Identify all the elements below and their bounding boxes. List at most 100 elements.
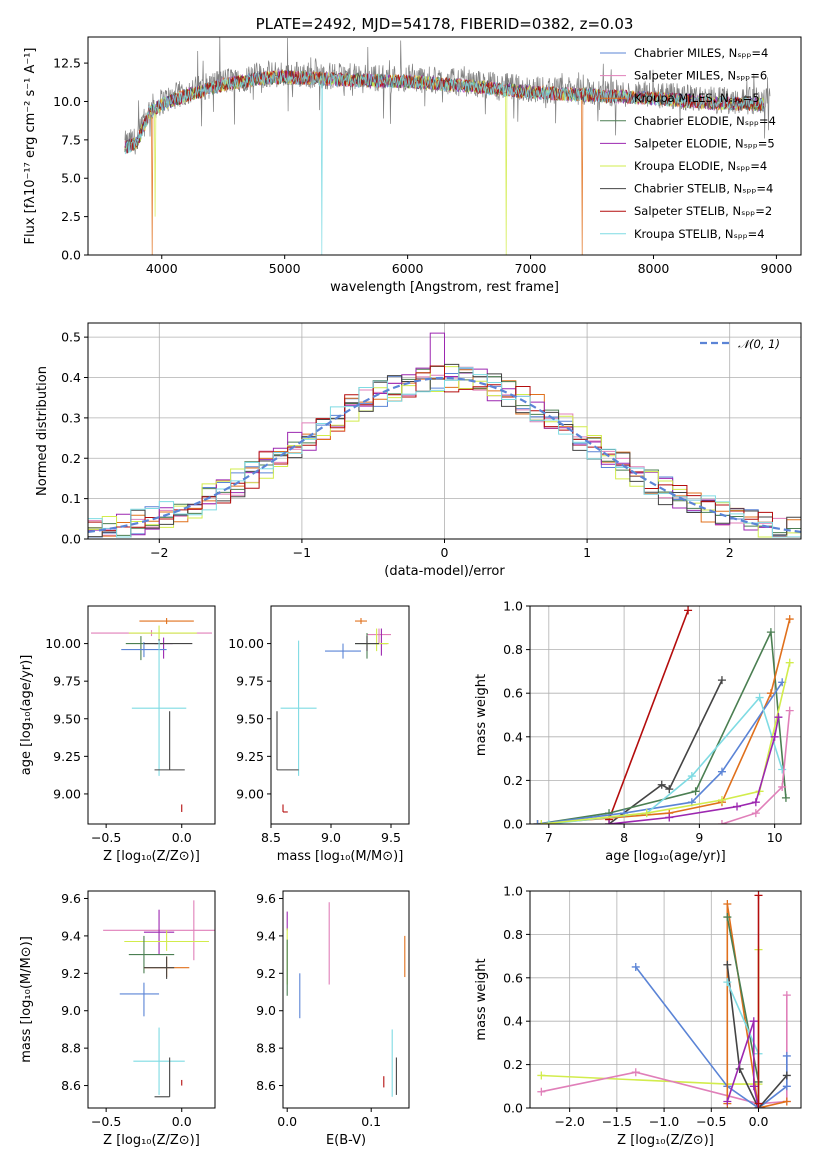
series-marker-7 bbox=[723, 1097, 732, 1106]
series-marker-3 bbox=[766, 689, 775, 698]
legend-label: Chabrier STELIB, Nₛₚₚ=4 bbox=[634, 182, 773, 196]
series-marker-3 bbox=[723, 900, 732, 909]
y-tick-label: 9.0 bbox=[61, 1003, 81, 1018]
x-tick-label: −1.0 bbox=[649, 1114, 679, 1129]
y-tick-label: 0.0 bbox=[61, 248, 81, 263]
plot-area bbox=[276, 618, 391, 813]
legend-label: Chabrier ELODIE, Nₛₚₚ=4 bbox=[634, 114, 776, 128]
errorbar-point-7 bbox=[131, 640, 187, 776]
y-tick-label: 7.5 bbox=[61, 132, 81, 147]
legend-label: Salpeter ELODIE, Nₛₚₚ=5 bbox=[634, 136, 775, 150]
x-tick-label: 4000 bbox=[146, 261, 178, 276]
errorbar-point-0 bbox=[103, 900, 215, 961]
x-tick-label: 8000 bbox=[638, 261, 670, 276]
series-marker-4 bbox=[717, 767, 726, 776]
y-tick-label: 0.4 bbox=[503, 1014, 523, 1029]
y-tick-label: 10.0 bbox=[53, 94, 81, 109]
y-tick-label: 0.2 bbox=[503, 773, 523, 788]
y-tick-label: 9.4 bbox=[61, 928, 81, 943]
panel-mass_vs_Z: −0.5 0.0 8.6 8.8 9.0 9.2 9.4 9.6 Z [log₁₀(Z/Z⊙)]… bbox=[19, 890, 216, 1148]
x-tick-label: 9000 bbox=[761, 261, 793, 276]
y-tick-label: 12.5 bbox=[53, 56, 81, 71]
x-axis-label: (data-model)/error bbox=[384, 564, 505, 579]
x-tick-label: 9.0 bbox=[321, 830, 341, 845]
y-tick-label: 0.3 bbox=[61, 410, 81, 425]
errorbar-point-8 bbox=[276, 711, 299, 771]
series-marker-7 bbox=[770, 732, 779, 741]
errorbar-point-3 bbox=[128, 935, 175, 974]
series-marker-8 bbox=[778, 782, 787, 791]
x-tick-label: 9 bbox=[695, 830, 703, 845]
errorbar-point-7 bbox=[280, 640, 317, 776]
series-marker-1 bbox=[631, 1068, 640, 1077]
y-tick-label: 0.4 bbox=[61, 370, 81, 385]
y-tick-label: 9.25 bbox=[53, 749, 81, 764]
errorbar-point-4 bbox=[364, 628, 389, 652]
series-line-6 bbox=[541, 662, 791, 824]
axes-frame bbox=[87, 36, 802, 256]
x-tick-label: −0.5 bbox=[91, 830, 121, 845]
x-tick-label: 0.0 bbox=[277, 1114, 297, 1129]
legend-label: Chabrier MILES, Nₛₚₚ=4 bbox=[634, 46, 768, 60]
y-tick-label: 0.2 bbox=[503, 1057, 523, 1072]
axes-frame bbox=[87, 322, 802, 540]
errorbar-point-1 bbox=[143, 909, 175, 955]
model-spectrum-8 bbox=[124, 70, 764, 255]
y-tick-label: 0.2 bbox=[61, 451, 81, 466]
series-line-8 bbox=[721, 710, 791, 824]
y-tick-label: 0.6 bbox=[503, 686, 523, 701]
errorbar-point-8 bbox=[154, 711, 185, 771]
series-marker-6 bbox=[642, 809, 651, 818]
x-tick-label: 7000 bbox=[515, 261, 547, 276]
series-marker-1 bbox=[537, 1087, 546, 1096]
series-marker-2 bbox=[781, 793, 790, 802]
series-marker-0 bbox=[684, 606, 693, 615]
y-tick-label: 9.75 bbox=[236, 674, 264, 689]
series-marker-5 bbox=[723, 960, 732, 969]
series-marker-8 bbox=[717, 820, 726, 824]
x-tick-label: 8.5 bbox=[261, 830, 281, 845]
model-spectrum-7 bbox=[124, 69, 764, 155]
series-marker-2 bbox=[691, 787, 700, 796]
series-line-1 bbox=[608, 679, 723, 824]
x-tick-label: 0.0 bbox=[172, 1114, 192, 1129]
series-line-0 bbox=[541, 949, 760, 1085]
series-marker-6 bbox=[717, 796, 726, 805]
y-tick-label: 0.5 bbox=[61, 330, 81, 345]
y-tick-label: 8.8 bbox=[256, 1041, 276, 1056]
series-marker-5 bbox=[544, 820, 553, 824]
y-tick-label: 9.50 bbox=[53, 711, 81, 726]
series-line-5 bbox=[726, 964, 788, 1108]
y-tick-label: 9.2 bbox=[256, 966, 276, 981]
series-marker-3 bbox=[785, 615, 794, 624]
panel-residuals: −2 −1 0 1 2 0.0 0.1 0.2 0.3 0.4 0.5 (data-model)/er… bbox=[35, 322, 802, 579]
errorbar-point-6 bbox=[143, 639, 193, 649]
series-line-5 bbox=[548, 695, 783, 824]
y-tick-label: 9.2 bbox=[61, 966, 81, 981]
x-axis-label: wavelength [Angstrom, rest frame] bbox=[330, 280, 559, 295]
panel-mass_vs_ebv: 0.0 0.1 8.6 8.8 9.0 9.2 9.4 9.6 E(B-V) bbox=[256, 890, 410, 1148]
series-marker-6 bbox=[723, 978, 732, 987]
y-axis-label: mass weight bbox=[474, 674, 489, 756]
x-axis-label: age [log₁₀(age/yr)] bbox=[605, 849, 726, 864]
series-marker-8 bbox=[751, 809, 760, 818]
y-tick-label: 8.6 bbox=[61, 1078, 81, 1093]
plot-area bbox=[533, 606, 794, 824]
y-tick-label: 0.0 bbox=[503, 817, 523, 832]
y-tick-label: 10.00 bbox=[228, 636, 264, 651]
series-marker-5 bbox=[687, 772, 696, 781]
x-tick-label: −2 bbox=[150, 545, 168, 560]
chart-panels: 4000 5000 6000 7000 8000 90000.02.55.07.510.0… bbox=[19, 15, 802, 1148]
axes-frame bbox=[529, 605, 802, 825]
axes-frame bbox=[282, 890, 410, 1109]
y-tick-label: 0.0 bbox=[61, 532, 81, 547]
y-axis-label: Normed distribution bbox=[35, 366, 50, 496]
x-tick-label: 9.5 bbox=[381, 830, 401, 845]
errorbar-point-1 bbox=[367, 628, 391, 644]
errorbar-point-5 bbox=[121, 642, 167, 658]
plot-area bbox=[103, 900, 215, 1098]
x-tick-label: 0.0 bbox=[172, 830, 192, 845]
y-tick-label: 1.0 bbox=[503, 884, 523, 899]
series-marker-5 bbox=[755, 693, 764, 702]
series-line-0 bbox=[608, 610, 689, 820]
